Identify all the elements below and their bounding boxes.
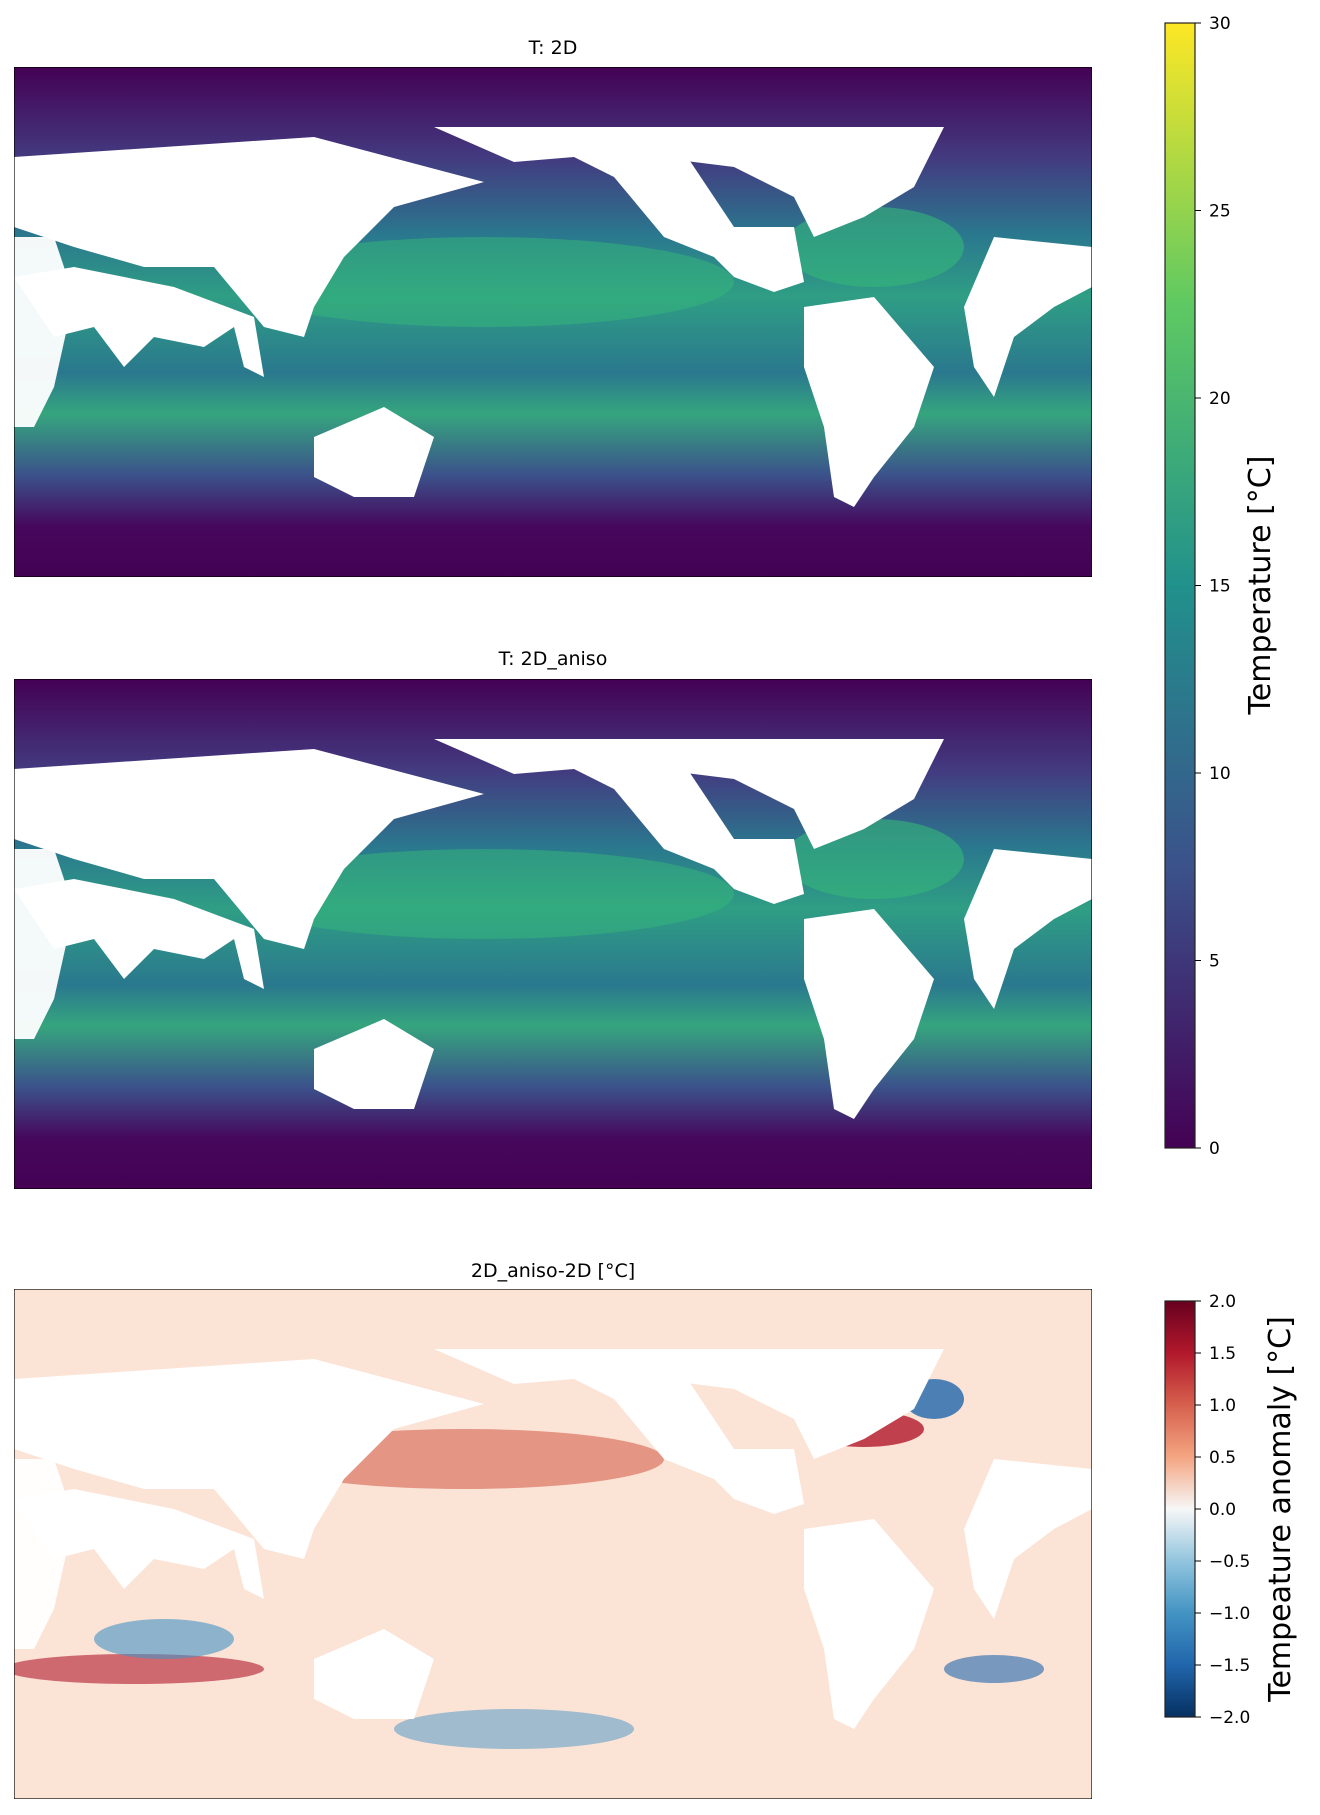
colorbar-tick-label: −0.5 — [1209, 1552, 1250, 1572]
map-2d — [14, 67, 1092, 577]
colorbar-anomaly: −2.0 −1.5 −1.0 −0.5 0.0 0.5 1.0 1.5 2.0 Tempeatu… — [1164, 1292, 1298, 1728]
colorbar-tick-label: 30 — [1209, 14, 1231, 34]
colorbar-tick-label: 0 — [1209, 1139, 1220, 1159]
panel-title-2d-aniso: T: 2D_aniso — [498, 648, 608, 670]
colorbar-tick-label: −1.5 — [1209, 1656, 1250, 1676]
colorbar-tick-label: 0.0 — [1209, 1500, 1236, 1520]
map-anomaly — [14, 1289, 1092, 1799]
colorbar-tick-label: 2.0 — [1209, 1292, 1236, 1312]
colorbar-tick-label: 1.0 — [1209, 1396, 1236, 1416]
colorbar-tick-label: 1.5 — [1209, 1344, 1236, 1364]
colorbar-tick-label: −2.0 — [1209, 1708, 1250, 1728]
panel-title-anomaly: 2D_aniso-2D [°C] — [471, 1260, 635, 1282]
colorbar-tick-label: 15 — [1209, 577, 1231, 597]
colorbar-tick-label: 10 — [1209, 764, 1231, 784]
map-2d-aniso — [14, 679, 1092, 1189]
panel-title-2d: T: 2D — [528, 37, 578, 59]
colorbar-tick-label: 0.5 — [1209, 1448, 1236, 1468]
colorbar-label-anomaly: Tempeature anomaly [°C] — [1263, 1316, 1298, 1703]
colorbar-tick-label: 5 — [1209, 952, 1220, 972]
colorbar-tick-label: 20 — [1209, 389, 1231, 409]
colorbar-label-temperature: Temperature [°C] — [1243, 456, 1278, 716]
colorbar-tick-label: 25 — [1209, 202, 1231, 222]
colorbar-tick-label: −1.0 — [1209, 1604, 1250, 1624]
colorbar-temperature: 0 5 10 15 20 25 30 Temperature [°C] — [1164, 14, 1278, 1159]
